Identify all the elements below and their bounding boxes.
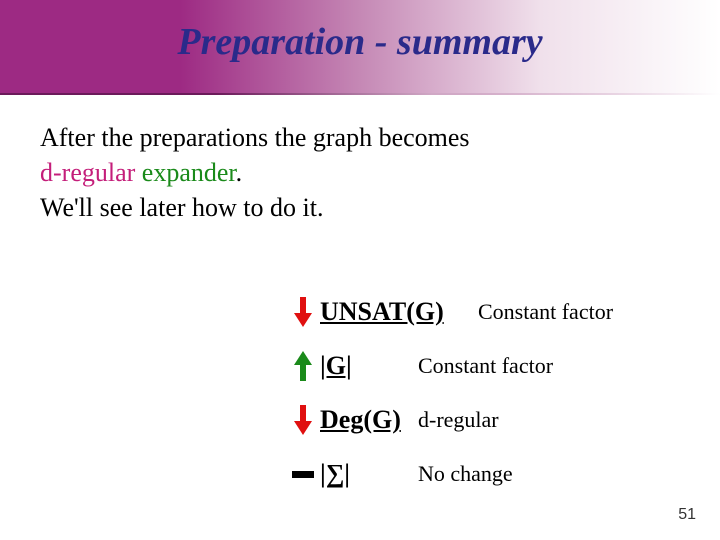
row-unsat: UNSAT(G) Constant factor xyxy=(290,290,700,334)
arrow-down-icon xyxy=(290,297,316,327)
d-regular-text: d-regular xyxy=(40,158,135,187)
label-unsat: UNSAT(G) xyxy=(320,297,470,327)
row-sigma: |∑| No change xyxy=(290,452,700,496)
arrow-down-icon-2 xyxy=(290,405,316,435)
page-number: 51 xyxy=(678,506,696,524)
note-unsat: Constant factor xyxy=(478,299,613,325)
body-paragraph: After the preparations the graph becomes… xyxy=(40,120,680,225)
row-deg: Deg(G) d-regular xyxy=(290,398,700,442)
dash-icon xyxy=(290,469,316,479)
label-g: |G| xyxy=(320,351,410,381)
slide-title: Preparation - summary xyxy=(0,20,720,64)
summary-rows: UNSAT(G) Constant factor |G| Constant fa… xyxy=(290,290,700,506)
body-line-1: After the preparations the graph becomes xyxy=(40,123,470,152)
note-sigma: No change xyxy=(418,461,513,487)
header-underline xyxy=(0,93,720,95)
label-sigma: |∑| xyxy=(320,459,410,489)
body-line-3: We'll see later how to do it. xyxy=(40,193,323,222)
note-deg: d-regular xyxy=(418,407,499,433)
note-g: Constant factor xyxy=(418,353,553,379)
label-deg: Deg(G) xyxy=(320,405,410,435)
arrow-up-icon xyxy=(290,351,316,381)
expander-text: expander xyxy=(135,158,235,187)
row-g: |G| Constant factor xyxy=(290,344,700,388)
body-line-2-post: . xyxy=(236,158,243,187)
